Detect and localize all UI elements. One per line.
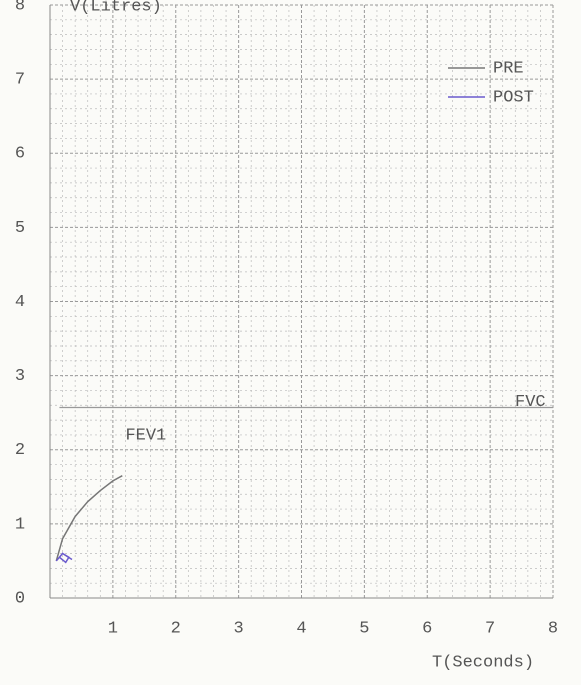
data-line <box>55 475 123 562</box>
y-tick-label: 1 <box>15 515 25 534</box>
y-tick-label: 4 <box>15 293 25 312</box>
data-line <box>55 552 73 564</box>
legend-label: PRE <box>493 59 524 78</box>
x-tick-label: 8 <box>548 619 558 638</box>
x-tick-label: 2 <box>171 619 181 638</box>
x-axis-label: T(Seconds) <box>432 653 534 672</box>
annotation: FVC <box>515 393 546 412</box>
y-tick-label: 2 <box>15 441 25 460</box>
x-tick-label: 3 <box>234 619 244 638</box>
y-tick-label: 5 <box>15 219 25 238</box>
x-tick-label: 6 <box>422 619 432 638</box>
y-tick-label: 6 <box>15 145 25 164</box>
y-tick-label: 3 <box>15 367 25 386</box>
annotation: FEV1 <box>125 426 166 445</box>
x-tick-label: 4 <box>296 619 306 638</box>
legend-label: POST <box>493 88 534 107</box>
y-tick-label: 7 <box>15 71 25 90</box>
x-tick-label: 1 <box>108 619 118 638</box>
x-tick-label: 5 <box>359 619 369 638</box>
y-axis-label: V(Litres) <box>70 0 162 16</box>
y-tick-label: 8 <box>15 0 25 15</box>
y-tick-label: 0 <box>15 589 25 608</box>
x-tick-label: 7 <box>485 619 495 638</box>
